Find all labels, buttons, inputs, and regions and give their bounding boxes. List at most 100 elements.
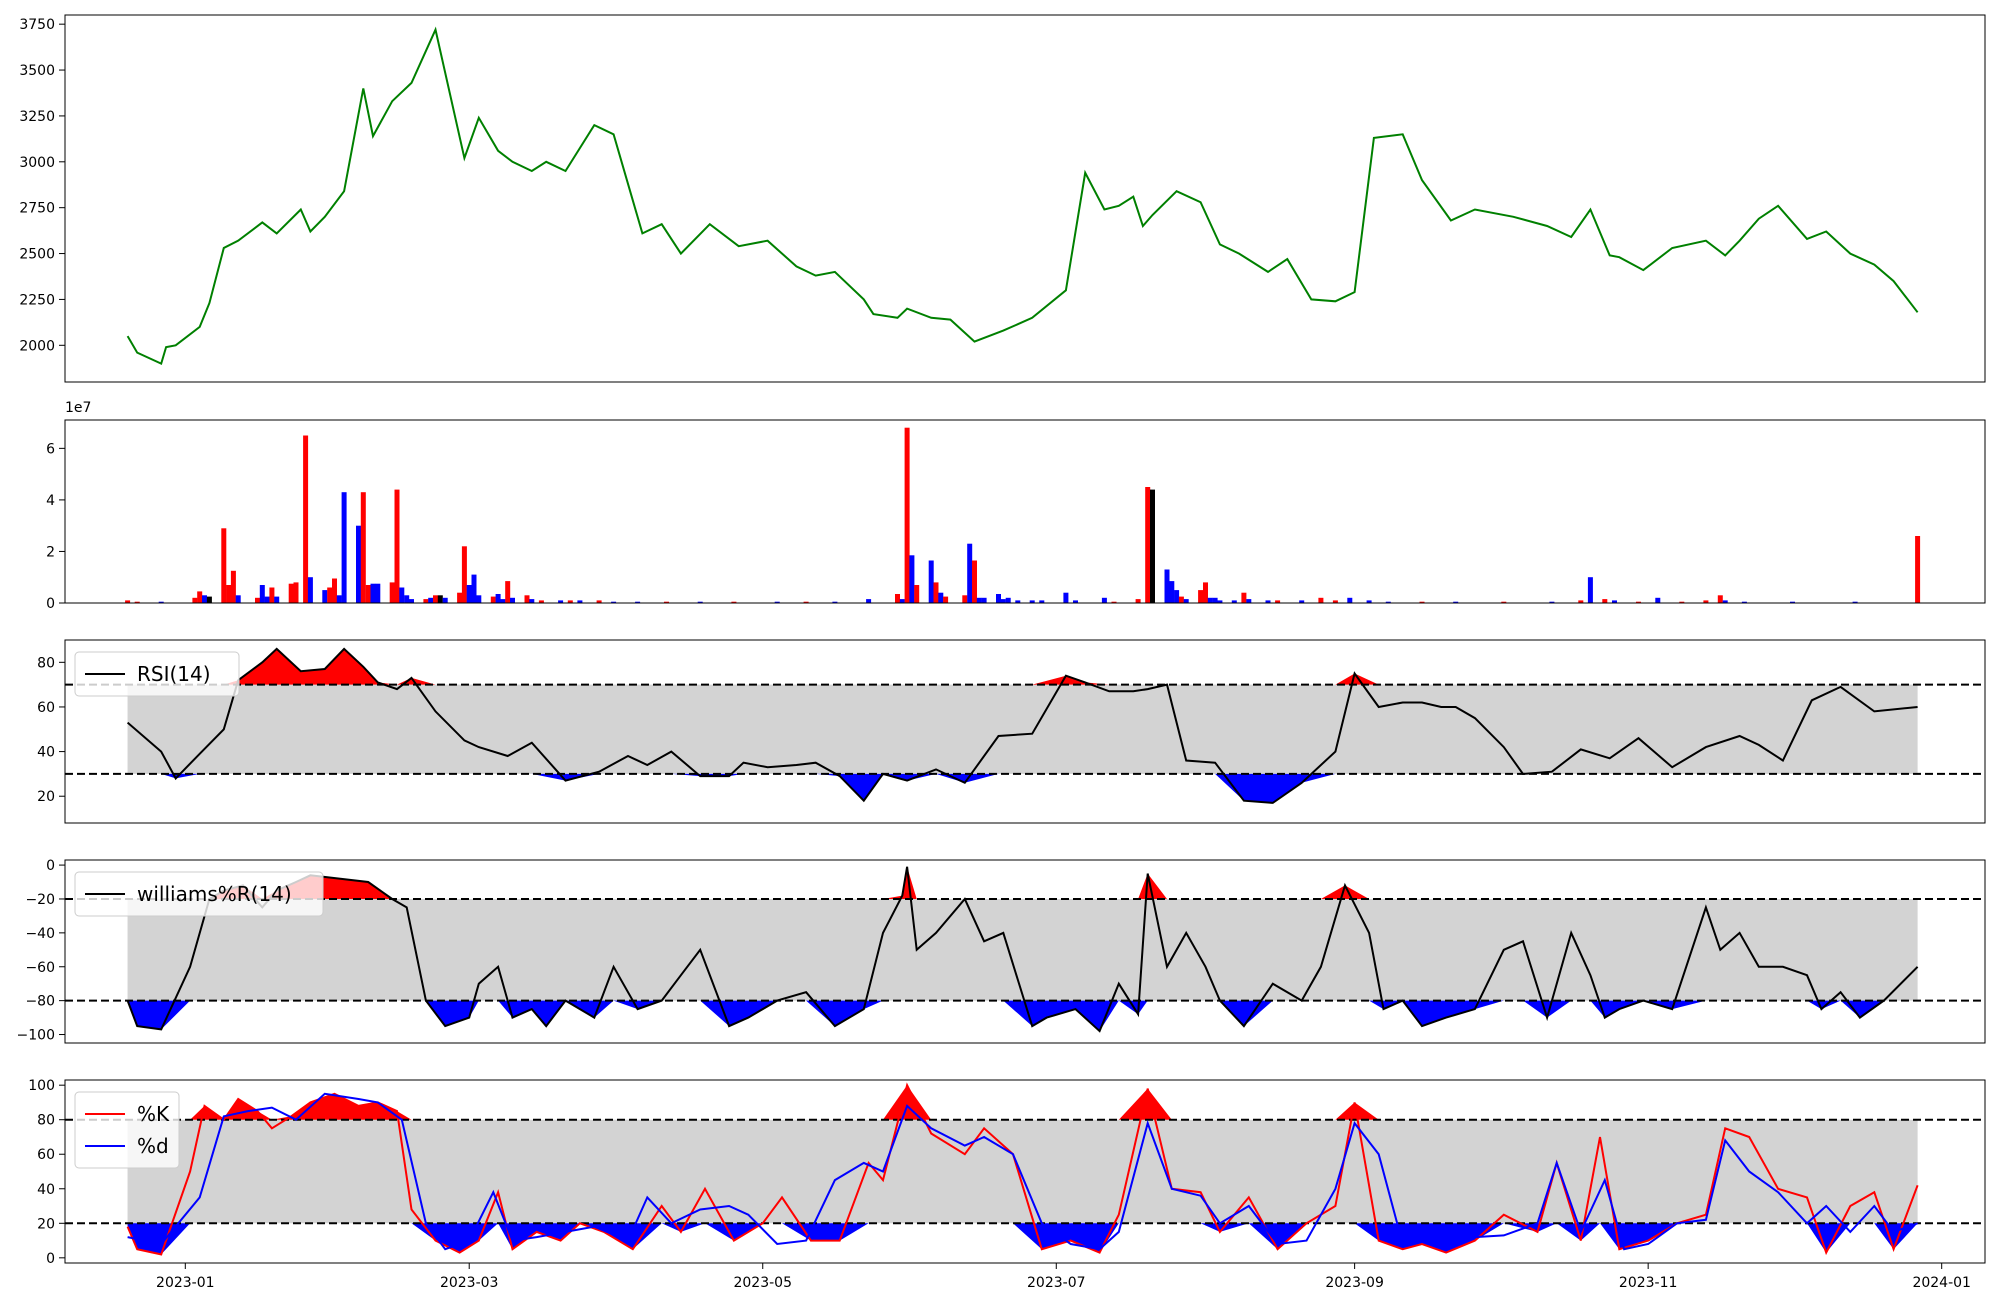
volume-bar-67 — [899, 599, 905, 603]
volume-bar-40 — [457, 592, 463, 603]
volume-bar-24 — [341, 492, 347, 603]
volume-bar-32 — [399, 587, 405, 603]
volume-bar-105 — [1246, 599, 1252, 603]
volume-bar-5 — [202, 595, 207, 603]
volume-bar-10 — [235, 595, 241, 603]
volume-bar-2 — [158, 601, 164, 603]
volume-bar-89 — [1111, 601, 1117, 603]
volume-bar-90 — [1135, 599, 1141, 603]
volume-bar-20 — [322, 590, 328, 603]
volume-bar-3 — [192, 597, 198, 603]
volume-bar-127 — [1722, 600, 1728, 603]
price-ytick-label-1: 2250 — [19, 292, 55, 308]
volume-bar-59 — [664, 601, 669, 603]
volume-bar-81 — [1000, 599, 1006, 603]
volume-ytick-label-3: 6 — [46, 441, 55, 457]
volume-bar-54 — [567, 600, 573, 603]
volume-bar-62 — [774, 601, 780, 603]
volume-bar-9 — [230, 570, 236, 603]
volume-bar-73 — [938, 592, 944, 603]
rsi-ytick-label-3: 80 — [37, 655, 55, 671]
volume-bar-119 — [1587, 577, 1593, 603]
volume-bar-37 — [433, 595, 438, 603]
volume-bar-124 — [1679, 601, 1685, 603]
volume-bar-78 — [976, 597, 982, 603]
stochastic-legend-box — [74, 1091, 180, 1169]
stochastic-series-line-0 — [126, 1082, 1919, 1256]
price-ytick-label-7: 3750 — [19, 17, 55, 33]
volume-bar-93 — [1164, 569, 1170, 603]
volume-bar-21 — [327, 587, 333, 603]
volume-bar-55 — [577, 600, 583, 603]
volume-bar-117 — [1549, 601, 1555, 603]
volume-bar-69 — [909, 555, 915, 603]
volume-bar-1 — [134, 601, 140, 603]
volume-bar-19 — [307, 577, 313, 603]
volume-bar-22 — [332, 578, 337, 603]
volume-bar-84 — [1029, 600, 1035, 603]
volume-bar-25 — [356, 525, 361, 603]
volume-panel: 0 2 4 6 1e7 — [46, 400, 1986, 612]
volume-bar-13 — [264, 596, 270, 603]
rsi-ytick-label-0: 20 — [37, 789, 55, 805]
williams-series-line-0 — [126, 866, 1919, 1033]
williams-panel: −100 −80 −60 −40 −20 0 williams%R(14) — [17, 858, 1986, 1044]
volume-bar-115 — [1453, 601, 1459, 603]
volume-bar-15 — [274, 596, 280, 603]
volume-bar-16 — [288, 583, 294, 603]
williams-ytick-label-3: −40 — [25, 926, 55, 942]
volume-bar-39 — [442, 597, 448, 603]
volume-bar-4 — [197, 591, 203, 603]
volume-bar-28 — [370, 583, 376, 603]
volume-bar-120 — [1602, 599, 1608, 603]
volume-bar-49 — [510, 597, 515, 603]
volume-bar-66 — [895, 594, 900, 603]
volume-bar-103 — [1231, 600, 1237, 603]
x-tick-label-4: 2023-09 — [1325, 1275, 1384, 1291]
price-ytick-label-3: 2750 — [19, 201, 55, 217]
volume-bar-45 — [490, 596, 496, 603]
volume-bar-102 — [1217, 600, 1223, 603]
volume-bar-96 — [1178, 596, 1184, 603]
volume-bar-125 — [1703, 600, 1709, 603]
volume-bar-79 — [981, 597, 987, 603]
volume-bar-99 — [1203, 582, 1208, 603]
volume-bar-126 — [1717, 595, 1723, 603]
volume-bar-46 — [495, 594, 501, 603]
volume-bar-83 — [1015, 600, 1021, 603]
stochastic-legend-label-1: %d — [137, 1134, 169, 1158]
rsi-overbought-fill — [127, 648, 1918, 685]
volume-bar-98 — [1198, 590, 1204, 603]
volume-bar-8 — [226, 585, 232, 603]
williams-ytick-label-5: 0 — [46, 858, 55, 874]
volume-bar-80 — [996, 594, 1001, 603]
stochastic-frame — [64, 1079, 1986, 1264]
x-tick-label-0: 2023-01 — [156, 1275, 215, 1291]
volume-bar-41 — [461, 546, 467, 603]
volume-bar-104 — [1241, 592, 1247, 603]
volume-bar-111 — [1347, 597, 1353, 603]
williams-legend-label-0: williams%R(14) — [137, 882, 292, 906]
x-tick-label-5: 2023-11 — [1619, 1275, 1678, 1291]
volume-bar-70 — [914, 585, 920, 603]
stochastic-panel: 0 20 40 60 80 100 %K %d — [28, 1078, 1986, 1267]
volume-bar-52 — [538, 600, 544, 603]
price-ytick-label-4: 3000 — [19, 155, 55, 171]
volume-bar-122 — [1636, 601, 1641, 603]
stochastic-band-fill — [127, 1119, 1918, 1224]
price-frame — [64, 14, 1986, 383]
volume-bar-64 — [832, 601, 838, 603]
rsi-ytick-label-2: 60 — [37, 700, 55, 716]
x-tick-label-1: 2023-03 — [440, 1275, 499, 1291]
volume-bar-36 — [428, 597, 434, 603]
volume-bar-129 — [1790, 601, 1795, 603]
volume-bar-121 — [1612, 600, 1617, 603]
volume-bar-63 — [803, 601, 809, 603]
williams-ytick-label-4: −20 — [25, 892, 55, 908]
x-tick-label-3: 2023-07 — [1027, 1275, 1086, 1291]
volume-bar-110 — [1332, 600, 1338, 603]
rsi-legend-label-0: RSI(14) — [137, 662, 211, 686]
williams-oversold-fill — [127, 1000, 1918, 1032]
williams-ytick-label-1: −80 — [25, 994, 55, 1010]
volume-bar-38 — [437, 595, 443, 603]
